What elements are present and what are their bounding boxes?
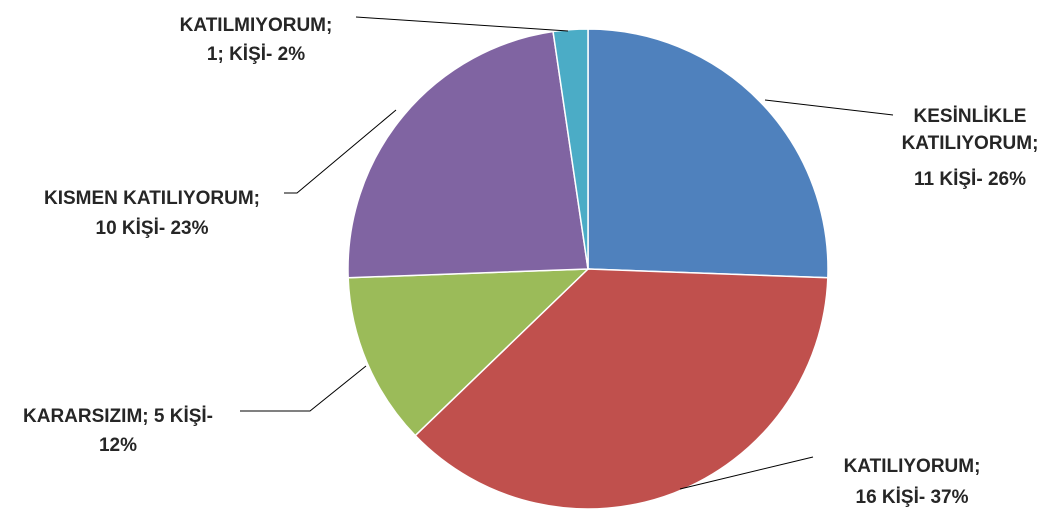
leader-line-5 (355, 16, 569, 32)
slice-label-4-line-2: 10 KİŞİ- 23% (96, 218, 209, 239)
slice-labels: KESİNLİKLE KATILIYORUM; 11 KİŞİ- 26% KATILI… (23, 15, 1038, 508)
leader-line-2 (679, 456, 814, 490)
slice-label-3-line-2: 12% (99, 435, 137, 456)
leader-lines (240, 16, 894, 490)
slice-label-2-line-2: 16 KİŞİ- 37% (856, 487, 969, 508)
leader-line-3 (240, 365, 367, 412)
pie-slice-4 (347, 30, 589, 279)
slice-label-1-line-2: KATILIYORUM; (902, 133, 1039, 154)
pie-slice-1 (587, 28, 829, 279)
slice-label-5-line-1: KATILMIYORUM; (180, 15, 333, 36)
pie-slice-5 (552, 28, 589, 270)
leader-line-1 (764, 99, 894, 116)
slice-label-1-line-3: 11 KİŞİ- 26% (914, 169, 1026, 190)
slice-label-2-line-1: KATILIYORUM; (844, 456, 981, 477)
slice-label-4-line-1: KISMEN KATILIYORUM; (44, 188, 260, 209)
pie-slices (347, 28, 829, 510)
leader-line-4 (284, 109, 397, 194)
pie-slice-2 (414, 268, 829, 510)
pie-slice-3 (347, 268, 590, 437)
slice-label-5-line-2: 1; KİŞİ- 2% (207, 44, 305, 65)
slice-label-1-line-1: KESİNLİKLE (914, 106, 1027, 127)
slice-label-3-line-1: KARARSIZIM; 5 KİŞİ- (23, 406, 213, 427)
